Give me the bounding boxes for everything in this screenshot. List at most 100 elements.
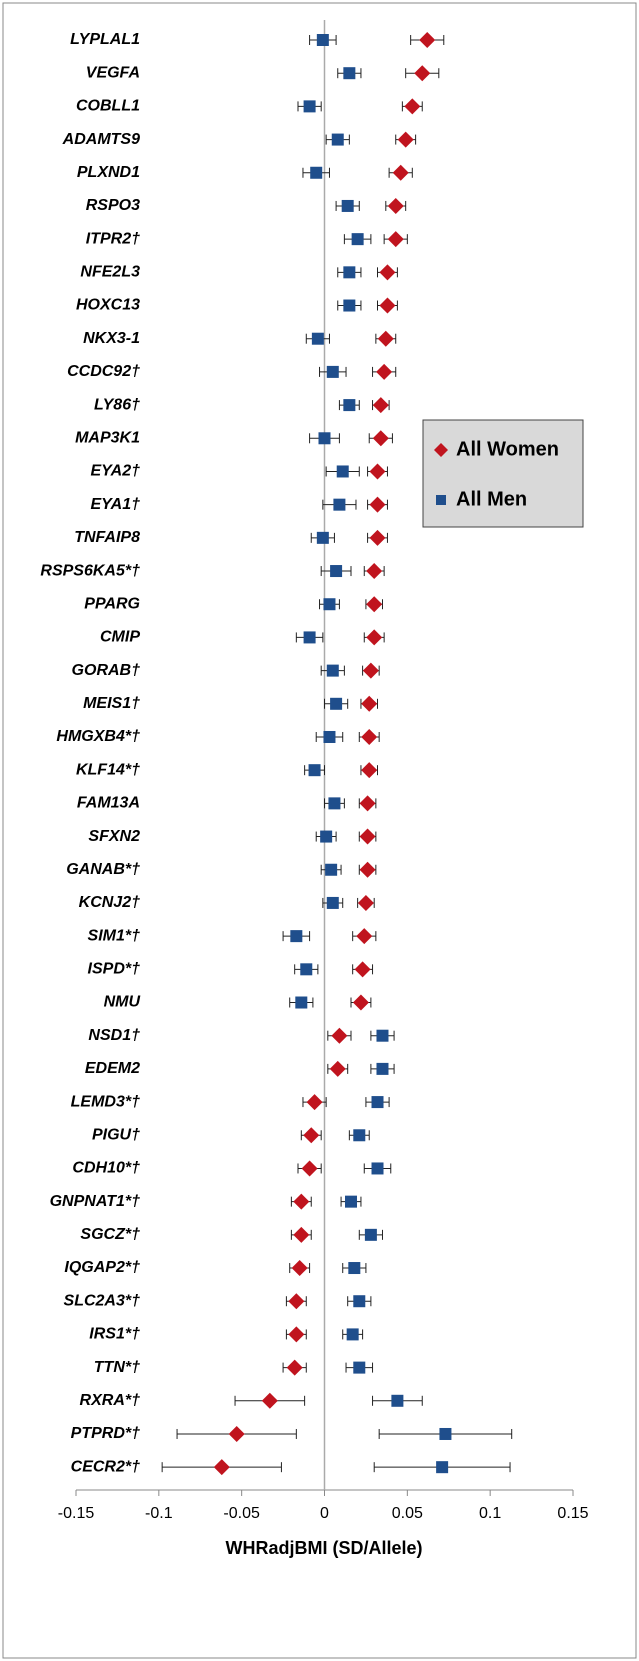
category-label: LY86† (94, 396, 140, 413)
diamond-marker (288, 1293, 305, 1310)
square-marker (436, 1461, 449, 1474)
legend-marker (434, 443, 448, 457)
square-marker (371, 1096, 384, 1109)
category-label: SFXN2 (88, 828, 140, 845)
category-label: PIGU† (92, 1126, 140, 1143)
square-marker (316, 34, 329, 46)
category-label: LEMD3*† (71, 1093, 140, 1110)
x-tick-label: 0.05 (392, 1505, 423, 1522)
legend-label: All Men (456, 488, 527, 510)
diamond-marker (414, 65, 431, 82)
category-label: CCDC92† (67, 363, 140, 380)
diamond-marker (352, 994, 369, 1011)
square-marker (300, 963, 313, 976)
square-marker (376, 1029, 389, 1042)
category-label: PPARG (84, 595, 140, 612)
category-label: EDEM2 (85, 1060, 140, 1077)
x-tick-label: 0 (320, 1505, 329, 1522)
category-label: TTN*† (94, 1359, 140, 1376)
diamond-marker (361, 762, 378, 779)
square-marker (376, 1062, 389, 1075)
diamond-marker (377, 330, 394, 347)
square-marker (330, 697, 343, 710)
square-marker (343, 399, 356, 412)
x-tick-label: 0.15 (557, 1505, 588, 1522)
category-label: IQGAP2*† (64, 1259, 140, 1276)
diamond-marker (261, 1392, 278, 1409)
category-label: CMIP (100, 629, 140, 646)
category-label: NMU (104, 994, 141, 1011)
category-label: ITPR2† (86, 230, 140, 247)
category-label: KCNJ2† (79, 894, 140, 911)
category-label: VEGFA (86, 64, 140, 81)
diamond-marker (359, 795, 376, 812)
category-label: HMGXB4*† (56, 728, 140, 745)
diamond-marker (379, 297, 396, 314)
diamond-marker (303, 1127, 320, 1144)
category-label: ADAMTS9 (62, 131, 140, 148)
square-marker (328, 797, 341, 810)
square-marker (353, 1129, 366, 1142)
diamond-marker (288, 1326, 305, 1343)
square-marker (323, 598, 336, 611)
diamond-marker (369, 463, 386, 480)
diamond-marker (329, 1060, 346, 1077)
x-tick-label: -0.05 (223, 1505, 260, 1522)
category-label: PLXND1 (77, 164, 140, 181)
category-label: CDH10*† (72, 1160, 140, 1177)
square-marker (343, 266, 356, 279)
category-label: SLC2A3*† (64, 1292, 141, 1309)
diamond-marker (392, 164, 409, 181)
category-label: FAM13A (77, 795, 140, 812)
x-tick-label: 0.1 (479, 1505, 501, 1522)
category-label: GANAB*† (66, 861, 140, 878)
square-marker (323, 730, 336, 743)
legend-marker (436, 495, 446, 505)
diamond-marker (356, 928, 373, 945)
category-label: NKX3-1 (83, 330, 140, 347)
square-marker (364, 1228, 377, 1241)
diamond-marker (361, 695, 378, 712)
category-label: CECR2*† (71, 1458, 140, 1475)
x-tick-label: -0.1 (145, 1505, 173, 1522)
category-label: NFE2L3 (80, 264, 140, 281)
category-label: TNFAIP8 (74, 529, 140, 546)
square-marker (351, 233, 364, 246)
diamond-marker (228, 1425, 245, 1442)
category-label: EYA2† (90, 463, 140, 480)
category-label: GORAB† (72, 662, 141, 679)
category-label: RSPS6KA5*† (40, 562, 140, 579)
category-label: MAP3K1 (75, 429, 140, 446)
diamond-marker (387, 231, 404, 248)
square-marker (345, 1195, 358, 1208)
square-marker (326, 365, 339, 378)
category-label: GNPNAT1*† (50, 1193, 140, 1210)
diamond-marker (361, 728, 378, 745)
category-label: IRS1*† (89, 1326, 140, 1343)
square-marker (308, 764, 321, 777)
square-marker (303, 100, 316, 113)
square-marker (318, 432, 331, 445)
diamond-marker (366, 629, 383, 646)
category-label: MEIS1† (83, 695, 140, 712)
square-marker (346, 1328, 359, 1341)
category-label: SGCZ*† (80, 1226, 140, 1243)
category-label: ISPD*† (88, 961, 141, 978)
diamond-marker (369, 529, 386, 546)
diamond-marker (354, 961, 371, 978)
square-marker (330, 565, 343, 578)
square-marker (325, 863, 338, 876)
diamond-marker (366, 563, 383, 580)
diamond-marker (362, 662, 379, 679)
square-marker (326, 896, 339, 909)
category-label: LYPLAL1 (70, 31, 140, 48)
diamond-marker (372, 430, 389, 447)
diamond-marker (372, 397, 389, 414)
square-marker (290, 930, 303, 943)
square-marker (343, 299, 356, 312)
category-label: EYA1† (90, 496, 140, 513)
square-marker (311, 332, 324, 345)
square-marker (310, 166, 323, 179)
